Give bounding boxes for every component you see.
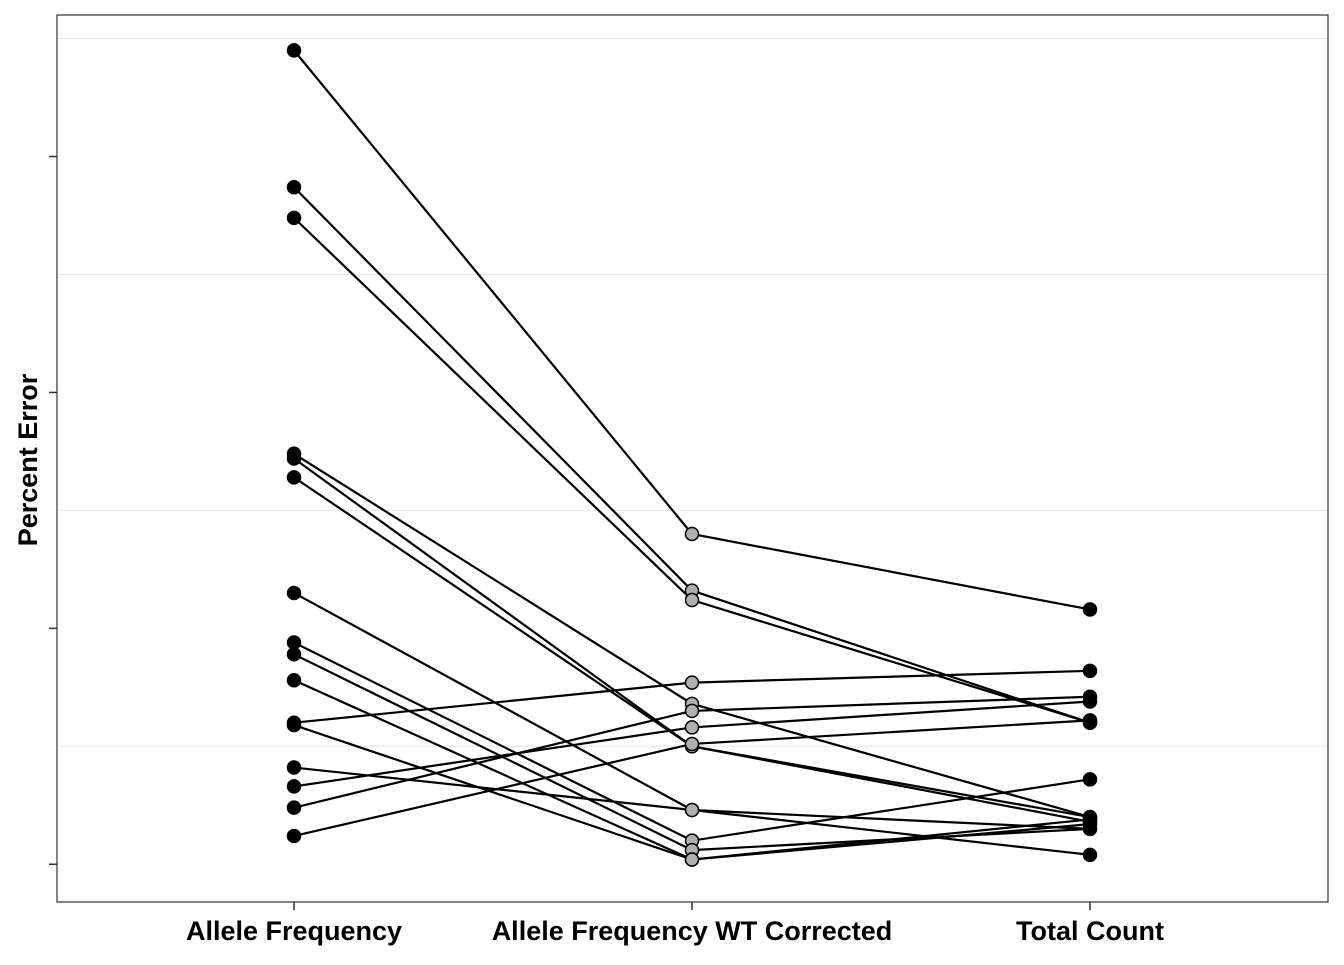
data-point — [286, 470, 302, 485]
data-point — [1082, 847, 1098, 863]
series-points — [286, 43, 1098, 867]
data-point — [286, 179, 302, 195]
data-point — [286, 760, 302, 775]
data-point — [684, 526, 700, 542]
x-axis: Allele Frequency Allele Frequency WT Corr… — [186, 902, 1164, 946]
x-tick-label: Allele Frequency WT Corrected — [492, 916, 893, 946]
data-point — [286, 800, 302, 815]
x-tick-label: Total Count — [1016, 916, 1164, 946]
data-point — [1082, 602, 1098, 617]
y-axis — [49, 155, 57, 866]
data-point — [286, 43, 302, 58]
data-point — [684, 736, 700, 752]
data-point — [684, 675, 700, 690]
data-point — [286, 210, 302, 226]
data-point — [286, 717, 302, 733]
data-point — [684, 802, 700, 818]
x-tick-label: Allele Frequency — [186, 916, 402, 946]
data-point — [1082, 772, 1098, 787]
data-point — [684, 852, 700, 867]
data-point — [286, 828, 302, 844]
data-point — [286, 673, 302, 688]
data-point — [286, 647, 302, 662]
data-point — [1082, 816, 1098, 832]
data-point — [1082, 713, 1098, 728]
data-point — [684, 720, 700, 735]
data-point — [1082, 689, 1098, 705]
y-axis-title: Percent Error — [13, 373, 43, 546]
data-point — [684, 592, 700, 608]
data-point — [684, 703, 700, 719]
data-point — [286, 779, 302, 794]
data-point — [286, 585, 302, 601]
data-point — [286, 451, 302, 466]
data-point — [1082, 663, 1098, 679]
